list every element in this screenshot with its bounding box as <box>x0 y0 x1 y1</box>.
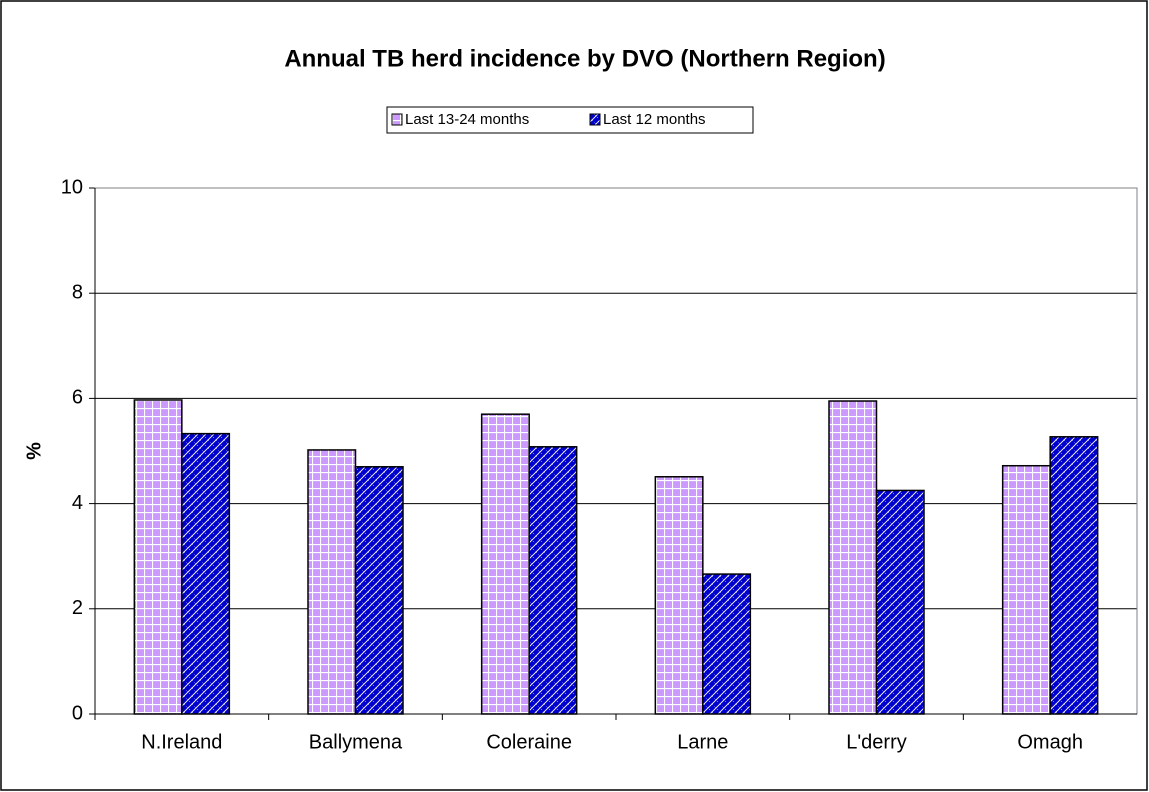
bar <box>181 432 231 715</box>
x-tick-label: N.Ireland <box>141 731 222 753</box>
bar <box>654 476 704 715</box>
y-tick-label: 6 <box>72 387 83 409</box>
legend-label: Last 13-24 months <box>405 111 529 128</box>
bar <box>133 399 183 715</box>
legend-swatch <box>589 113 601 126</box>
y-tick-label: 2 <box>72 597 83 619</box>
legend-swatch <box>391 113 403 126</box>
bar <box>528 446 578 715</box>
bar <box>480 413 530 715</box>
x-tick-label: Larne <box>677 731 728 753</box>
bar <box>702 573 752 715</box>
bar <box>307 449 357 715</box>
chart-title: Annual TB herd incidence by DVO (Norther… <box>284 45 885 72</box>
x-tick-label: Omagh <box>1017 731 1083 753</box>
x-tick-label: L'derry <box>846 731 907 753</box>
y-axis-label: % <box>23 442 45 460</box>
bar <box>1001 464 1051 715</box>
x-tick-label: Ballymena <box>309 731 403 753</box>
bar <box>354 466 404 715</box>
bar <box>875 489 925 715</box>
y-tick-label: 0 <box>72 702 83 724</box>
x-tick-label: Coleraine <box>486 731 572 753</box>
bar <box>1049 436 1099 715</box>
legend-box <box>386 106 754 134</box>
y-tick-label: 10 <box>61 176 83 198</box>
bar <box>828 400 878 715</box>
y-tick-label: 8 <box>72 281 83 303</box>
y-tick-label: 4 <box>72 492 83 514</box>
legend-label: Last 12 months <box>603 111 706 128</box>
